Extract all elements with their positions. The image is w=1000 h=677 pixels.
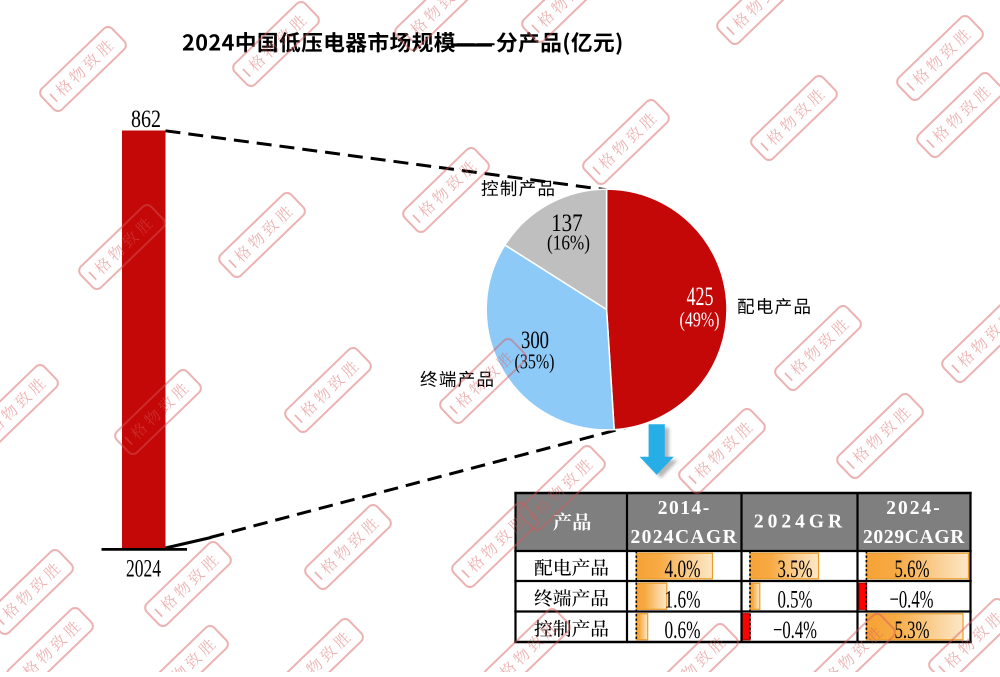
svg-text:−0.4%: −0.4% <box>773 617 817 644</box>
svg-text:(49%): (49%) <box>680 308 720 332</box>
svg-text:2024: 2024 <box>126 555 161 582</box>
svg-text:2029CAGR: 2029CAGR <box>863 527 965 548</box>
svg-text:(16%): (16%) <box>547 231 590 255</box>
svg-text:862: 862 <box>131 106 161 133</box>
svg-text:425: 425 <box>687 282 714 311</box>
svg-text:1.6%: 1.6% <box>665 586 701 613</box>
svg-text:(35%): (35%) <box>515 350 555 374</box>
svg-text:2024GR: 2024GR <box>754 512 846 533</box>
svg-text:0.6%: 0.6% <box>665 617 701 644</box>
svg-text:3.5%: 3.5% <box>778 556 813 583</box>
svg-text:4.0%: 4.0% <box>665 556 701 583</box>
svg-text:5.6%: 5.6% <box>895 556 930 583</box>
svg-text:2024-: 2024- <box>886 498 942 519</box>
svg-text:300: 300 <box>521 327 549 354</box>
svg-text:−0.4%: −0.4% <box>890 586 934 613</box>
svg-text:137: 137 <box>551 210 583 237</box>
svg-text:2024CAGR: 2024CAGR <box>630 527 738 548</box>
svg-text:0.5%: 0.5% <box>778 586 813 613</box>
svg-text:2014-: 2014- <box>658 498 711 519</box>
svg-text:5.3%: 5.3% <box>895 617 930 644</box>
